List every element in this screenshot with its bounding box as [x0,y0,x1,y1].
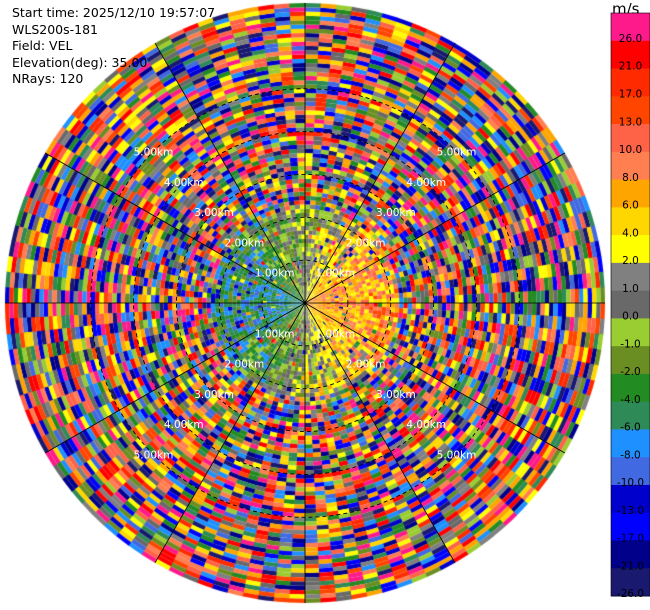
colorbar-tick-label: -1.0 [620,338,641,350]
range-ring-label: 1.00km [315,268,355,280]
range-ring-label: 4.00km [406,419,446,431]
colorbar-swatch [611,568,650,597]
azimuth-spoke-210 [154,302,306,564]
colorbar-swatch [611,235,650,264]
range-ring-label: 2.00km [225,237,265,249]
azimuth-spoke-300 [44,152,306,304]
elevation: Elevation(deg): 35.00 [12,54,148,70]
azimuth-spoke-150 [304,302,456,564]
colorbar-swatch [611,124,650,153]
range-ring-label: 1.00km [255,268,295,280]
colorbar-tick-label: 10.0 [619,144,642,156]
colorbar-tick-label: -4.0 [620,394,641,406]
range-ring-label: 5.00km [437,450,477,462]
colorbar-swatch [611,13,650,42]
field-name: Field: VEL [12,38,73,53]
azimuth-spoke-60 [304,152,566,304]
colorbar-tick-label: 26.0 [619,33,642,45]
range-ring-label: 5.00km [134,146,174,158]
range-ring-2 [218,216,392,390]
range-ring-label: 3.00km [194,207,234,219]
range-ring-label: 3.00km [194,389,234,401]
range-ring-label: 2.00km [346,237,386,249]
azimuth-spoke-240 [44,302,306,454]
colorbar-swatch [611,262,650,292]
range-ring-1 [261,259,349,347]
colorbar-tick-label: 6.0 [622,200,639,212]
range-ring-label: 2.00km [225,359,265,371]
colorbar-swatch [611,318,650,347]
colorbar-swatch [611,179,650,208]
azimuth-spoke-120 [304,302,566,454]
colorbar-swatch [611,401,650,430]
colorbar-swatch [611,207,650,236]
plot-info: Start time: 2025/12/10 19:57:07 WLS200s-… [12,5,215,88]
colorbar-tick-label: -2.0 [620,366,641,378]
range-ring-label: 1.00km [315,328,355,340]
colorbar-tick-label: 2.0 [622,255,639,267]
nrays: NRays: 120 [12,71,84,86]
colorbar-swatch [611,346,650,375]
colorbar-tick-label: -21.0 [617,561,644,573]
colorbar-tick-label: 0.0 [622,311,639,323]
colorbar-tick-label: 17.0 [619,89,642,101]
azimuth-spoke-30 [304,42,456,304]
range-ring-label: 2.00km [346,359,386,371]
colorbar-tick-label: 8.0 [622,172,639,184]
colorbar-swatch [611,373,650,403]
colorbar-swatch [611,457,650,486]
range-ring-label: 5.00km [134,450,174,462]
colorbar-frame [610,12,650,597]
colorbar-tick-label: -26.0 [617,588,644,600]
colorbar-tick-label: -13.0 [617,505,644,517]
colorbar-swatch [611,151,650,181]
colorbar-tick-label: -8.0 [620,449,641,461]
colorbar-swatch [611,40,650,70]
colorbar-swatch [611,290,650,319]
colorbar-tick-label: -6.0 [620,422,641,434]
azimuth-spoke-330 [154,42,306,304]
range-ring-label: 4.00km [164,177,204,189]
start-time: Start time: 2025/12/10 19:57:07 [12,5,216,20]
colorbar-tick-label: -17.0 [617,533,644,545]
range-ring-label: 3.00km [376,207,416,219]
colorbar-tick-label: 4.0 [622,227,639,239]
range-ring-label: 1.00km [255,328,295,340]
range-ring-label: 3.00km [376,389,416,401]
colorbar-swatch [611,512,650,541]
range-ring-4 [133,131,477,475]
colorbar-tick-label: 13.0 [619,116,642,128]
colorbar-swatch [611,540,650,569]
colorbar-swatch [611,429,650,458]
colorbar-tick-label: 1.0 [622,283,639,295]
range-ring-label: 5.00km [437,146,477,158]
colorbar-swatch [611,484,650,514]
instrument-name: WLS200s-181 [12,21,98,37]
colorbar-swatch [611,68,650,97]
colorbar-tick-label: -10.0 [617,477,644,489]
range-ring-5 [90,88,520,518]
range-ring-label: 4.00km [406,177,446,189]
colorbar-tick-label: 21.0 [619,61,642,73]
colorbar-swatch [611,96,650,125]
range-ring-label: 4.00km [164,419,204,431]
range-ring-3 [175,173,435,433]
